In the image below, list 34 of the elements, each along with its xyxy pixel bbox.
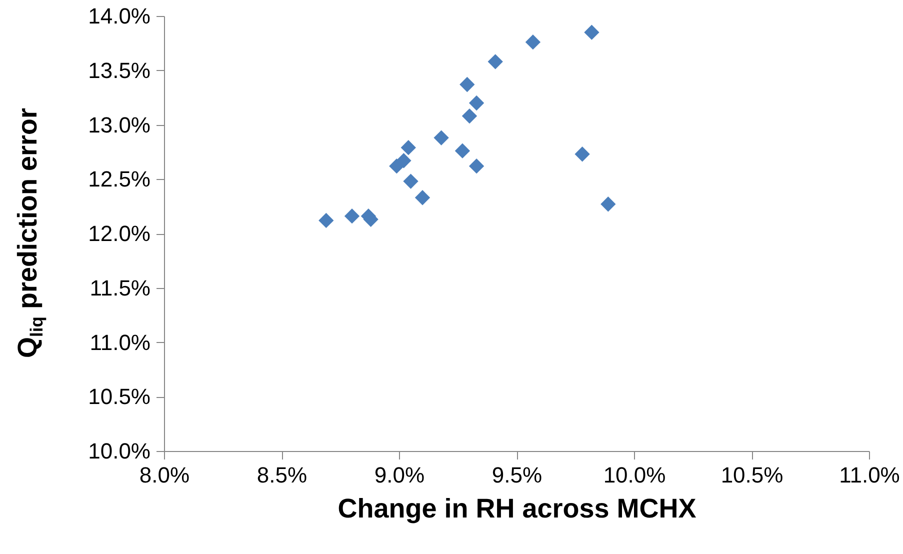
point: [434, 130, 449, 146]
x-tick-label: 11.0%: [839, 462, 900, 488]
y-tick-label: 13.5%: [88, 58, 150, 83]
y-tick-label: 14.0%: [88, 4, 150, 28]
y-tick-label: 11.5%: [90, 275, 150, 300]
y-tick-label: 10.5%: [88, 384, 150, 410]
point: [525, 34, 541, 50]
x-tick-label: 8.5%: [256, 462, 308, 488]
y-tick-label: 11.0%: [90, 330, 150, 355]
point: [584, 24, 600, 40]
y-tick-label: 12.5%: [88, 166, 150, 192]
x-tick-label: 9.0%: [374, 462, 425, 488]
point: [414, 190, 430, 206]
x-axis-title: Change in RH across MCHX: [338, 494, 696, 524]
point: [396, 153, 412, 168]
x-tick-label: 10.5%: [720, 462, 784, 488]
point: [600, 196, 616, 212]
point: [468, 158, 484, 174]
y-tick-label: 13.0%: [88, 112, 150, 138]
point: [400, 140, 416, 156]
point: [403, 174, 418, 189]
y-tick-label: 12.0%: [88, 221, 150, 246]
y-tick-label: 10.0%: [88, 438, 150, 464]
x-tick-label: 8.0%: [139, 462, 190, 488]
point: [318, 212, 334, 228]
point: [462, 108, 478, 124]
point: [344, 208, 360, 224]
point: [574, 146, 590, 162]
point: [460, 76, 475, 92]
point: [454, 143, 470, 158]
x-tick-label: 9.5%: [492, 462, 542, 488]
x-tick-label: 10.0%: [603, 462, 666, 488]
point: [488, 54, 503, 70]
point: [468, 95, 484, 111]
